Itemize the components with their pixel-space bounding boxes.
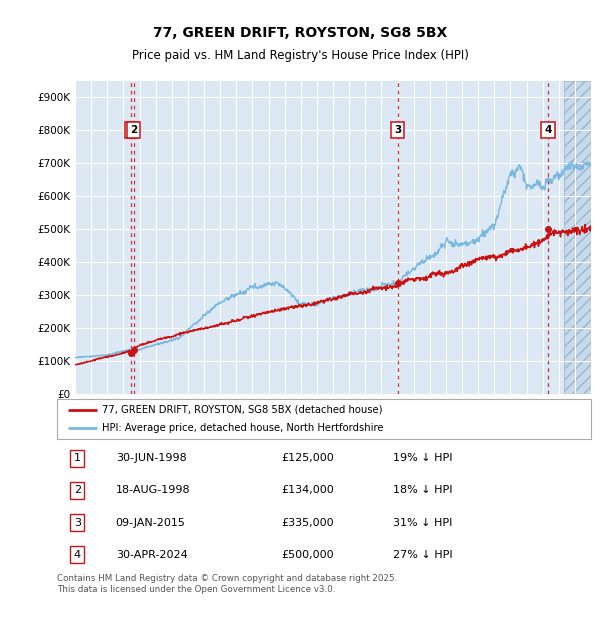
Text: 4: 4 (544, 125, 551, 135)
Text: 3: 3 (74, 518, 81, 528)
Text: HPI: Average price, detached house, North Hertfordshire: HPI: Average price, detached house, Nort… (103, 423, 384, 433)
Text: 18-AUG-1998: 18-AUG-1998 (116, 485, 190, 495)
Text: Price paid vs. HM Land Registry's House Price Index (HPI): Price paid vs. HM Land Registry's House … (131, 49, 469, 62)
Text: 19% ↓ HPI: 19% ↓ HPI (394, 453, 453, 463)
Text: 77, GREEN DRIFT, ROYSTON, SG8 5BX: 77, GREEN DRIFT, ROYSTON, SG8 5BX (153, 26, 447, 40)
Text: £134,000: £134,000 (281, 485, 334, 495)
Text: 30-JUN-1998: 30-JUN-1998 (116, 453, 187, 463)
Text: 18% ↓ HPI: 18% ↓ HPI (394, 485, 453, 495)
Text: Contains HM Land Registry data © Crown copyright and database right 2025.
This d: Contains HM Land Registry data © Crown c… (57, 574, 397, 593)
Text: £500,000: £500,000 (281, 550, 334, 560)
Text: 4: 4 (74, 550, 81, 560)
Text: 27% ↓ HPI: 27% ↓ HPI (394, 550, 453, 560)
Text: 2: 2 (130, 125, 137, 135)
Text: 2: 2 (74, 485, 81, 495)
Text: 31% ↓ HPI: 31% ↓ HPI (394, 518, 453, 528)
Text: 1: 1 (128, 125, 135, 135)
Text: 30-APR-2024: 30-APR-2024 (116, 550, 187, 560)
Text: 3: 3 (394, 125, 401, 135)
Text: 77, GREEN DRIFT, ROYSTON, SG8 5BX (detached house): 77, GREEN DRIFT, ROYSTON, SG8 5BX (detac… (103, 404, 383, 415)
Text: 1: 1 (74, 453, 81, 463)
Text: £125,000: £125,000 (281, 453, 334, 463)
Text: £335,000: £335,000 (281, 518, 334, 528)
Text: 09-JAN-2015: 09-JAN-2015 (116, 518, 185, 528)
